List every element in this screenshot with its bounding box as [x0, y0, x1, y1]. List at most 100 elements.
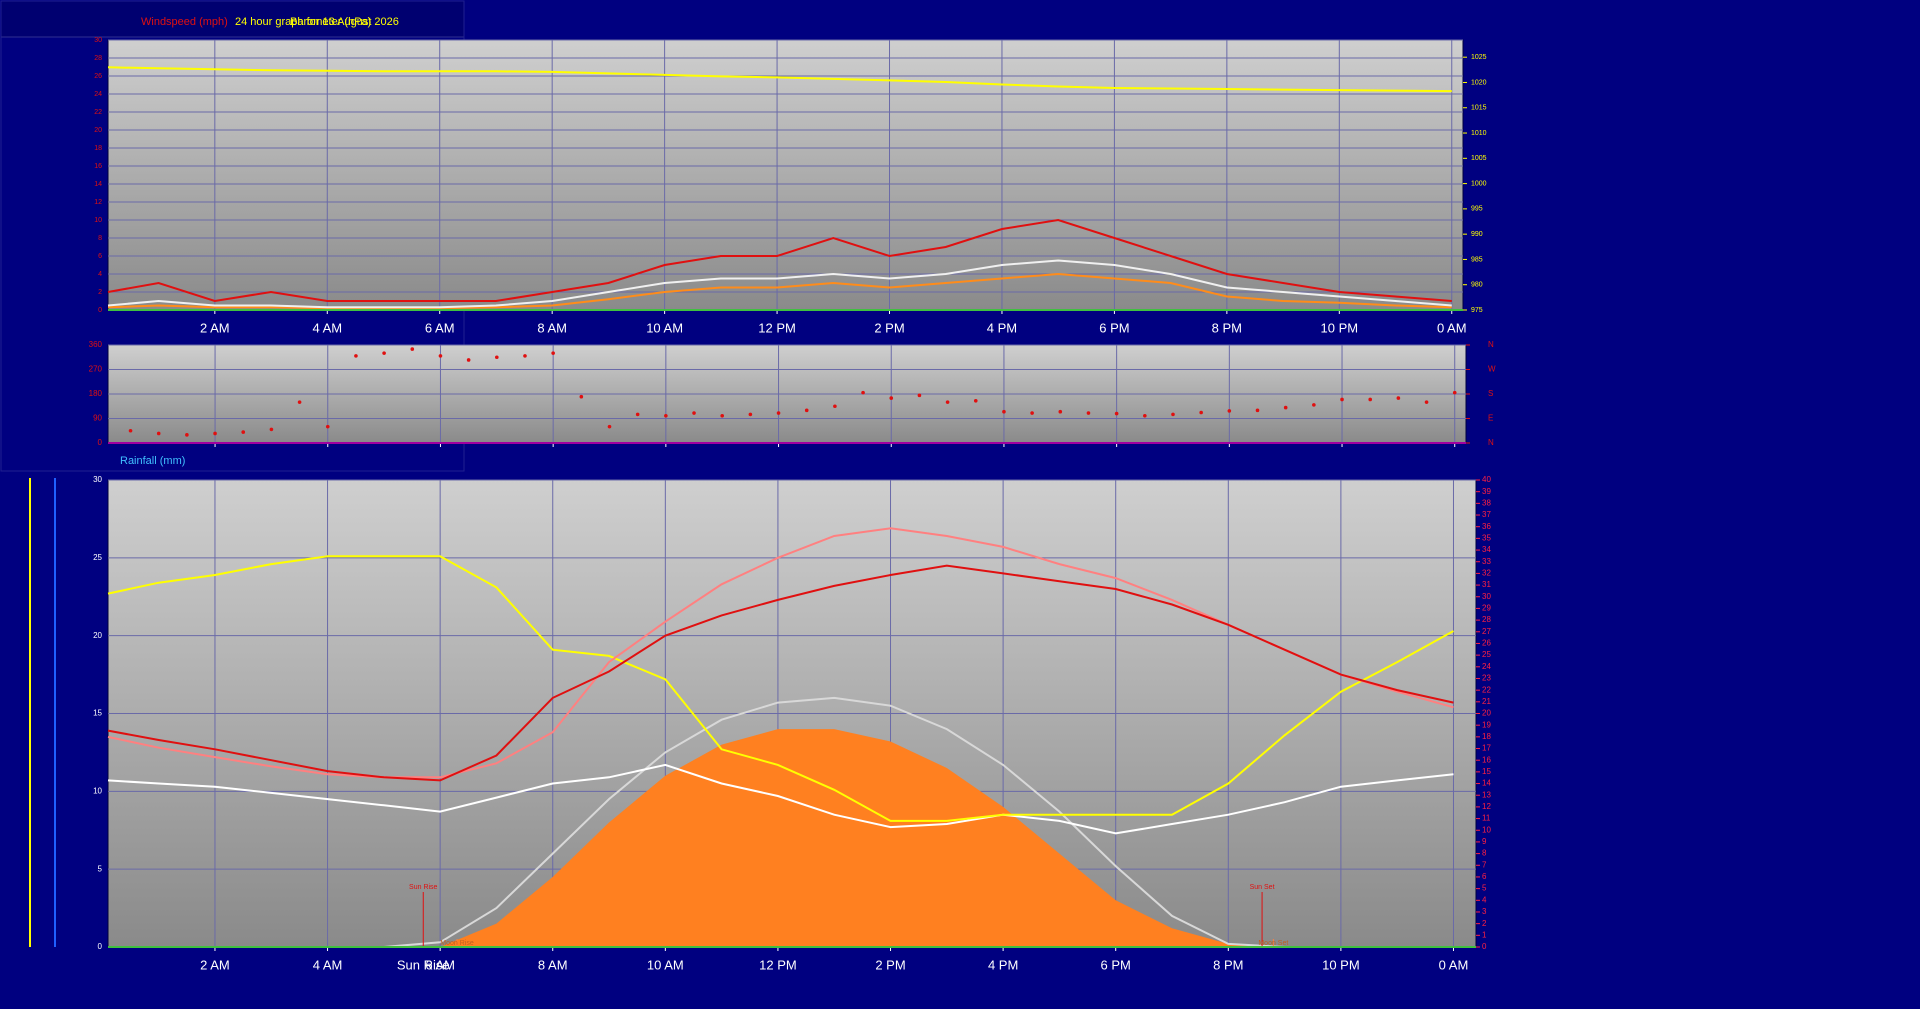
- point: [241, 430, 246, 434]
- y-tick-label: 360: [89, 340, 103, 349]
- point: [269, 427, 274, 432]
- y-tick-label: 6: [98, 253, 102, 260]
- y-tick-label: 180: [89, 389, 103, 398]
- x-tick-label: 6 AM: [425, 320, 455, 335]
- y2-tick-label: 9: [1482, 837, 1487, 846]
- point: [973, 399, 978, 403]
- sun-label: Sun Set: [1250, 884, 1275, 891]
- x-tick-label: 4 PM: [988, 957, 1018, 972]
- y-tick-label: 90: [93, 414, 102, 423]
- point: [466, 358, 471, 362]
- point: [579, 394, 584, 399]
- y-tick-label: 16: [94, 163, 102, 170]
- point: [889, 396, 894, 400]
- point: [128, 428, 133, 433]
- point: [861, 390, 865, 395]
- y2-tick-label: 14: [1482, 779, 1491, 788]
- y-tick-label: 8: [98, 235, 102, 242]
- point: [410, 347, 415, 351]
- y-tick-label: 30: [94, 37, 102, 44]
- point: [1086, 411, 1091, 415]
- point: [1143, 413, 1147, 418]
- y2-tick-label: 35: [1482, 533, 1491, 542]
- moon-label: Moon Set: [1258, 940, 1288, 947]
- x-tick-label: 6 AM: [425, 957, 455, 972]
- y2-tick-label: 29: [1482, 604, 1491, 613]
- x-tick-label: 8 PM: [1212, 320, 1242, 335]
- y2-tick-label: 980: [1471, 282, 1483, 289]
- point: [833, 404, 837, 409]
- y2-tick-label: 995: [1471, 206, 1483, 213]
- y2-tick-label: 4: [1482, 895, 1487, 904]
- y-tick-label: 0: [98, 438, 103, 447]
- x-tick-label: 8 AM: [538, 957, 568, 972]
- y2-tick-label: 33: [1482, 557, 1491, 566]
- y2-tick-label: 36: [1482, 522, 1491, 531]
- y2-tick-label: E: [1488, 414, 1493, 423]
- y-tick-label: 0: [98, 307, 102, 314]
- point: [1396, 396, 1401, 400]
- y-tick-label: 22: [94, 109, 102, 116]
- y2-tick-label: 25: [1482, 650, 1491, 659]
- y2-tick-label: 23: [1482, 674, 1491, 683]
- y-tick-label: 10: [93, 786, 102, 795]
- line: [107, 66, 1452, 93]
- y2-tick-label: 21: [1482, 697, 1491, 706]
- point: [804, 408, 809, 413]
- x-tick-label: 2 PM: [875, 957, 905, 972]
- point: [635, 412, 640, 417]
- y-tick-label: 18: [94, 145, 102, 152]
- y2-tick-label: 16: [1482, 755, 1491, 764]
- x-tick-label: 2 AM: [200, 957, 230, 972]
- y2-tick-label: W: [1488, 365, 1496, 374]
- y2-tick-label: 17: [1482, 744, 1491, 753]
- point: [156, 431, 161, 436]
- y-tick-label: 14: [94, 181, 102, 188]
- point: [495, 355, 499, 360]
- y2-tick-label: 1010: [1471, 130, 1487, 137]
- y-tick-label: 12: [94, 199, 102, 206]
- y2-tick-label: 1015: [1471, 105, 1487, 112]
- point: [1255, 408, 1260, 413]
- x-tick-label: 10 AM: [646, 320, 683, 335]
- plot-area: [107, 39, 1464, 311]
- y-tick-label: 15: [93, 709, 102, 718]
- point: [551, 351, 555, 355]
- y2-tick-label: 28: [1482, 615, 1491, 624]
- point: [297, 400, 302, 404]
- moon-label: Moon Rise: [440, 940, 474, 947]
- line: [107, 259, 1452, 309]
- x-tick-label: 2 PM: [874, 320, 904, 335]
- x-tick-label: 4 AM: [312, 320, 342, 335]
- y2-tick-label: 1020: [1471, 79, 1487, 86]
- x-tick-label: 6 PM: [1099, 320, 1129, 335]
- y2-tick-label: 5: [1482, 884, 1487, 893]
- point: [607, 424, 612, 429]
- y2-tick-label: 40: [1482, 475, 1491, 484]
- y2-tick-label: 985: [1471, 256, 1483, 263]
- x-tick-label: 10 PM: [1321, 320, 1359, 335]
- line: [107, 564, 1454, 782]
- line: [107, 763, 1454, 835]
- point: [1283, 405, 1288, 410]
- y2-tick-label: 0: [1482, 942, 1487, 951]
- y2-tick-label: 7: [1482, 860, 1487, 869]
- point: [1340, 397, 1344, 402]
- rain-label: Rainfall (mm): [120, 455, 185, 467]
- y2-tick-label: 24: [1482, 662, 1491, 671]
- point: [917, 393, 922, 398]
- point: [692, 411, 696, 415]
- y2-tick-label: N: [1488, 340, 1494, 349]
- y2-tick-label: 3: [1482, 907, 1487, 916]
- point: [1058, 409, 1063, 414]
- y-tick-label: 10: [94, 217, 102, 224]
- line: [107, 218, 1452, 303]
- y-tick-label: 26: [94, 73, 102, 80]
- point: [748, 412, 753, 417]
- point: [776, 411, 781, 415]
- y2-tick-label: 38: [1482, 498, 1491, 507]
- y2-tick-label: 32: [1482, 569, 1491, 578]
- y2-tick-label: 13: [1482, 790, 1491, 799]
- y-tick-label: 20: [94, 127, 102, 134]
- y2-tick-label: 1005: [1471, 155, 1487, 162]
